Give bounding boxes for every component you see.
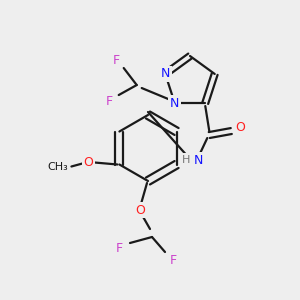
Text: F: F <box>116 242 123 256</box>
Text: N: N <box>194 154 203 166</box>
Text: F: F <box>106 94 113 107</box>
Text: O: O <box>83 156 93 169</box>
Text: H: H <box>182 155 190 165</box>
Text: O: O <box>235 121 245 134</box>
Text: F: F <box>169 254 177 266</box>
Text: CH₃: CH₃ <box>47 163 68 172</box>
Text: N: N <box>160 68 170 80</box>
Text: O: O <box>135 203 145 217</box>
Text: F: F <box>113 53 120 67</box>
Text: N: N <box>170 97 179 110</box>
